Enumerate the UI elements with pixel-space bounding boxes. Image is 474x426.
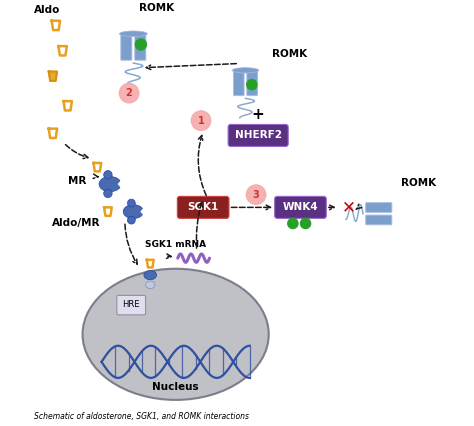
Circle shape (246, 185, 266, 204)
Ellipse shape (144, 271, 156, 280)
Text: WNK4: WNK4 (283, 202, 318, 213)
Text: HRE: HRE (122, 300, 140, 309)
Polygon shape (49, 129, 57, 138)
Text: MR: MR (68, 176, 86, 186)
Circle shape (119, 83, 139, 103)
Text: 2: 2 (126, 88, 132, 98)
Circle shape (128, 216, 135, 224)
Polygon shape (93, 163, 101, 171)
Wedge shape (140, 207, 146, 216)
Text: Aldo/MR: Aldo/MR (52, 218, 100, 227)
Text: NHERF2: NHERF2 (235, 130, 282, 141)
Circle shape (104, 170, 112, 179)
FancyBboxPatch shape (135, 33, 146, 60)
Polygon shape (49, 72, 57, 81)
FancyBboxPatch shape (366, 203, 392, 212)
FancyBboxPatch shape (274, 196, 326, 219)
Ellipse shape (99, 176, 121, 192)
Polygon shape (52, 21, 60, 30)
Text: SGK1 mRNA: SGK1 mRNA (145, 240, 206, 249)
Circle shape (288, 219, 298, 228)
Text: 1: 1 (198, 115, 204, 126)
Ellipse shape (82, 269, 269, 400)
Text: SGK1: SGK1 (188, 202, 219, 213)
Circle shape (104, 189, 112, 198)
Text: ✕: ✕ (342, 199, 356, 216)
FancyBboxPatch shape (228, 124, 288, 147)
Polygon shape (147, 260, 154, 268)
Text: Nucleus: Nucleus (152, 382, 199, 392)
Polygon shape (58, 46, 67, 55)
FancyBboxPatch shape (121, 33, 132, 60)
Circle shape (301, 219, 310, 228)
Text: ROMK: ROMK (401, 178, 437, 188)
Text: ROMK: ROMK (139, 3, 174, 13)
Polygon shape (64, 101, 72, 110)
FancyBboxPatch shape (234, 69, 244, 95)
FancyBboxPatch shape (177, 196, 229, 219)
Text: +: + (252, 107, 264, 122)
Ellipse shape (146, 281, 155, 289)
Text: 3: 3 (253, 190, 259, 200)
Ellipse shape (232, 68, 259, 73)
Circle shape (191, 111, 211, 130)
Circle shape (128, 199, 135, 207)
Text: ROMK: ROMK (273, 49, 308, 59)
Ellipse shape (119, 31, 147, 37)
Ellipse shape (123, 204, 144, 219)
Wedge shape (118, 180, 124, 189)
Circle shape (247, 80, 257, 90)
Circle shape (136, 39, 146, 50)
Text: Schematic of aldosterone, SGK1, and ROMK interactions: Schematic of aldosterone, SGK1, and ROMK… (34, 412, 249, 421)
Polygon shape (104, 207, 112, 216)
Text: Aldo: Aldo (34, 5, 61, 15)
FancyBboxPatch shape (366, 215, 392, 225)
FancyBboxPatch shape (117, 295, 146, 315)
FancyBboxPatch shape (247, 69, 257, 95)
